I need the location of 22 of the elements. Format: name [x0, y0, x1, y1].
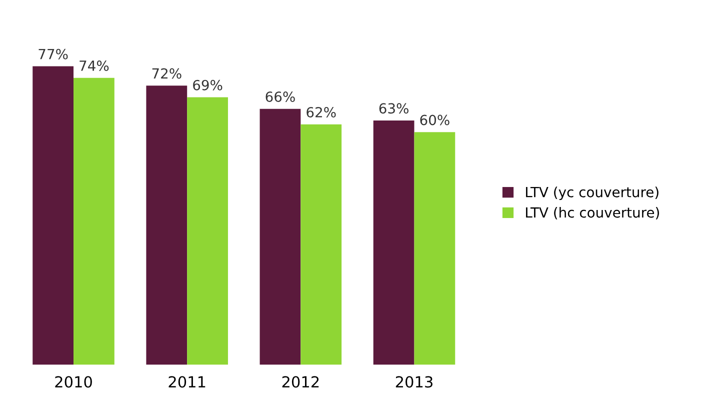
data-label: 62%: [306, 106, 336, 118]
legend-label: LTV (hc couverture): [526, 206, 659, 220]
data-label: 63%: [379, 103, 408, 114]
x-tick-label: 2013: [396, 376, 432, 388]
bar: [300, 124, 342, 365]
data-label: 66%: [266, 91, 295, 102]
x-tick-label: 2012: [282, 376, 319, 388]
legend-label: LTV (yc couverture): [526, 186, 658, 200]
bar: [414, 132, 456, 365]
bar: [373, 120, 414, 365]
x-tick-label: 2011: [168, 376, 206, 388]
bar: [74, 78, 114, 365]
data-label: 69%: [193, 80, 222, 90]
bar: [260, 108, 301, 365]
data-label: 60%: [420, 114, 450, 126]
bar: [187, 97, 228, 365]
data-label: 77%: [38, 48, 68, 60]
bar: [146, 86, 188, 365]
data-label: 72%: [152, 68, 182, 79]
bar: [32, 66, 74, 365]
x-tick-label: 2010: [55, 376, 92, 388]
data-label: 74%: [80, 60, 109, 71]
